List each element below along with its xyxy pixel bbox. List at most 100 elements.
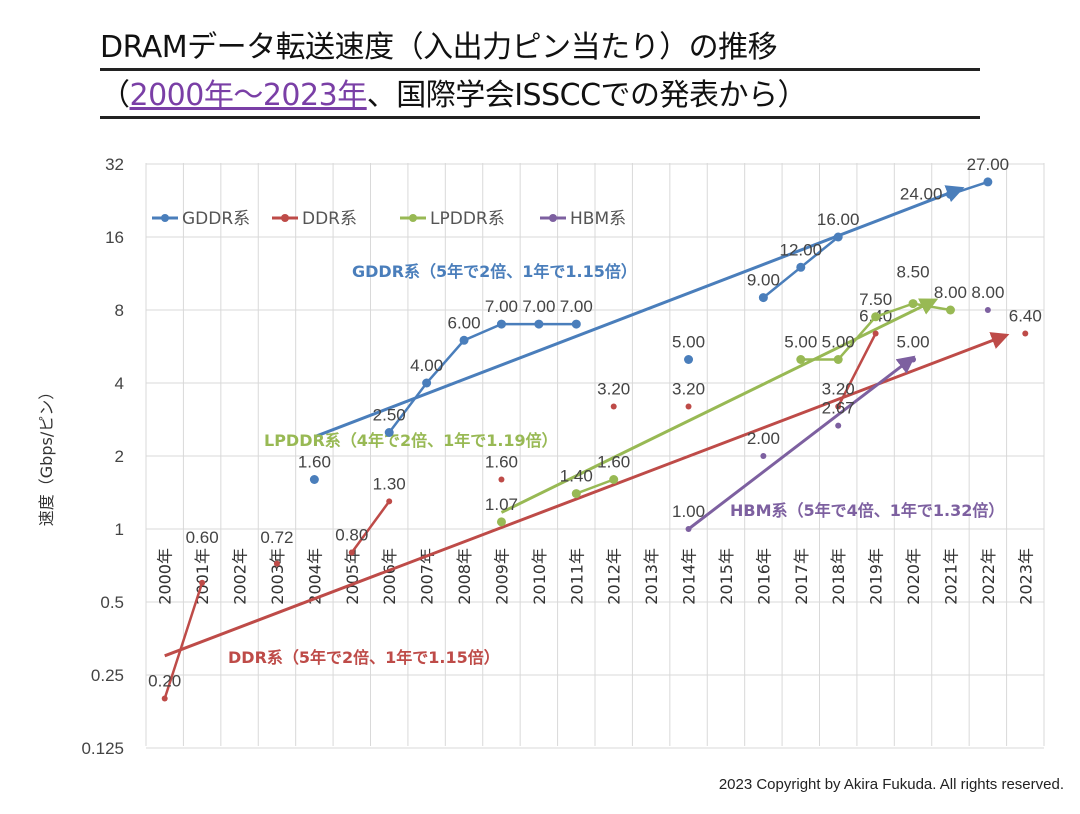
x-tick-label: 2001年: [193, 548, 212, 605]
x-tick-label: 2007年: [418, 548, 437, 605]
data-label: 8.50: [896, 263, 929, 282]
copyright: 2023 Copyright by Akira Fukuda. All righ…: [718, 776, 1064, 793]
data-point: [459, 335, 469, 345]
series-line: [950, 180, 989, 196]
data-label: 0.60: [186, 528, 219, 547]
x-tick-label: 2005年: [343, 548, 362, 605]
data-label: 2.00: [747, 429, 780, 448]
data-label: 5.00: [822, 332, 855, 351]
data-point: [273, 560, 280, 567]
x-tick-label: 2020年: [904, 548, 923, 605]
series-line: [350, 500, 391, 554]
data-label: 12.00: [780, 240, 823, 259]
data-label: 0.72: [260, 528, 293, 547]
data-label: 0.80: [335, 526, 368, 545]
chart-title-line2: （2000年～2023年、国際学会ISSCCでの発表から）: [100, 76, 980, 119]
y-tick-label: 16: [105, 228, 124, 247]
data-point: [534, 319, 544, 329]
trend-line: [313, 185, 965, 439]
y-tick-label: 2: [115, 447, 124, 466]
data-point: [199, 579, 206, 586]
data-point: [871, 312, 881, 322]
trend-line: [687, 355, 916, 531]
x-tick-label: 2018年: [829, 548, 848, 605]
data-label: 6.00: [447, 313, 480, 332]
data-point: [498, 476, 505, 483]
y-tick-label: 0.5: [100, 593, 124, 612]
trend-line: [500, 298, 939, 514]
trend-label: LPDDR系（4年で2倍、1年で1.19倍）: [264, 431, 558, 450]
y-tick-label: 1: [115, 520, 124, 539]
x-tick-label: 2016年: [754, 548, 773, 605]
series-line: [388, 322, 577, 434]
data-point: [386, 498, 393, 505]
data-point: [609, 475, 619, 485]
data-point: [760, 453, 767, 459]
legend-marker: [409, 214, 417, 222]
data-point: [796, 262, 806, 272]
data-point: [945, 305, 955, 315]
legend-marker: [281, 214, 289, 222]
data-point: [422, 378, 432, 388]
data-point: [496, 517, 506, 527]
data-label: 4.00: [410, 356, 443, 375]
data-label: 1.40: [560, 467, 593, 486]
y-tick-label: 32: [105, 155, 124, 174]
legend-marker: [161, 214, 169, 222]
data-label: 3.20: [672, 380, 705, 399]
legend-entry: DDR系: [302, 209, 357, 229]
x-tick-label: 2015年: [717, 548, 736, 605]
data-label: 2.67: [822, 399, 855, 418]
data-label: 27.00: [967, 155, 1010, 174]
data-label: 1.07: [485, 495, 518, 514]
data-label: 0.20: [148, 672, 181, 691]
x-tick-label: 2010年: [530, 548, 549, 605]
data-label: 16.00: [817, 210, 860, 229]
series-line: [837, 332, 877, 408]
data-point: [571, 489, 581, 499]
data-point: [945, 189, 955, 199]
title-open-paren: （: [100, 78, 130, 113]
x-tick-label: 2019年: [867, 548, 886, 605]
x-tick-label: 2012年: [605, 548, 624, 605]
data-point: [348, 549, 355, 556]
data-point: [610, 403, 617, 410]
data-label: 7.50: [859, 290, 892, 309]
data-point: [496, 319, 506, 329]
x-tick-label: 2003年: [268, 548, 287, 605]
legend-entry: GDDR系: [182, 209, 250, 229]
data-label: 7.00: [485, 297, 518, 316]
x-tick-label: 2011年: [567, 548, 586, 605]
trend-line: [164, 332, 1010, 658]
data-point: [908, 299, 918, 309]
data-point: [685, 526, 692, 532]
data-point: [685, 403, 692, 410]
data-point: [571, 319, 581, 329]
data-label: 1.30: [373, 474, 406, 493]
data-label: 3.20: [597, 380, 630, 399]
data-label: 1.60: [485, 453, 518, 472]
data-point: [910, 356, 917, 363]
data-point: [161, 695, 168, 702]
x-tick-label: 2004年: [305, 548, 324, 605]
data-label: 8.00: [971, 283, 1004, 302]
data-label: 7.00: [560, 297, 593, 316]
data-label: 3.20: [822, 380, 855, 399]
trend-label: DDR系（5年で2倍、1年で1.15倍）: [228, 648, 500, 667]
data-point: [758, 293, 768, 303]
x-tick-label: 2008年: [455, 548, 474, 605]
chart-title-line1: DRAMデータ転送速度（入出力ピン当たり）の推移: [100, 28, 980, 71]
x-tick-label: 2021年: [941, 548, 960, 605]
x-tick-label: 2000年: [156, 548, 175, 605]
y-tick-label: 0.25: [91, 666, 124, 685]
data-label: 5.00: [672, 332, 705, 351]
title-year-range: 2000年～2023年: [129, 78, 368, 113]
y-tick-label: 4: [115, 374, 124, 393]
data-point: [833, 232, 843, 242]
data-label: 1.00: [672, 502, 705, 521]
data-label: 1.60: [298, 453, 331, 472]
data-point: [872, 330, 879, 337]
series-line: [575, 478, 615, 495]
y-tick-label: 8: [115, 301, 124, 320]
